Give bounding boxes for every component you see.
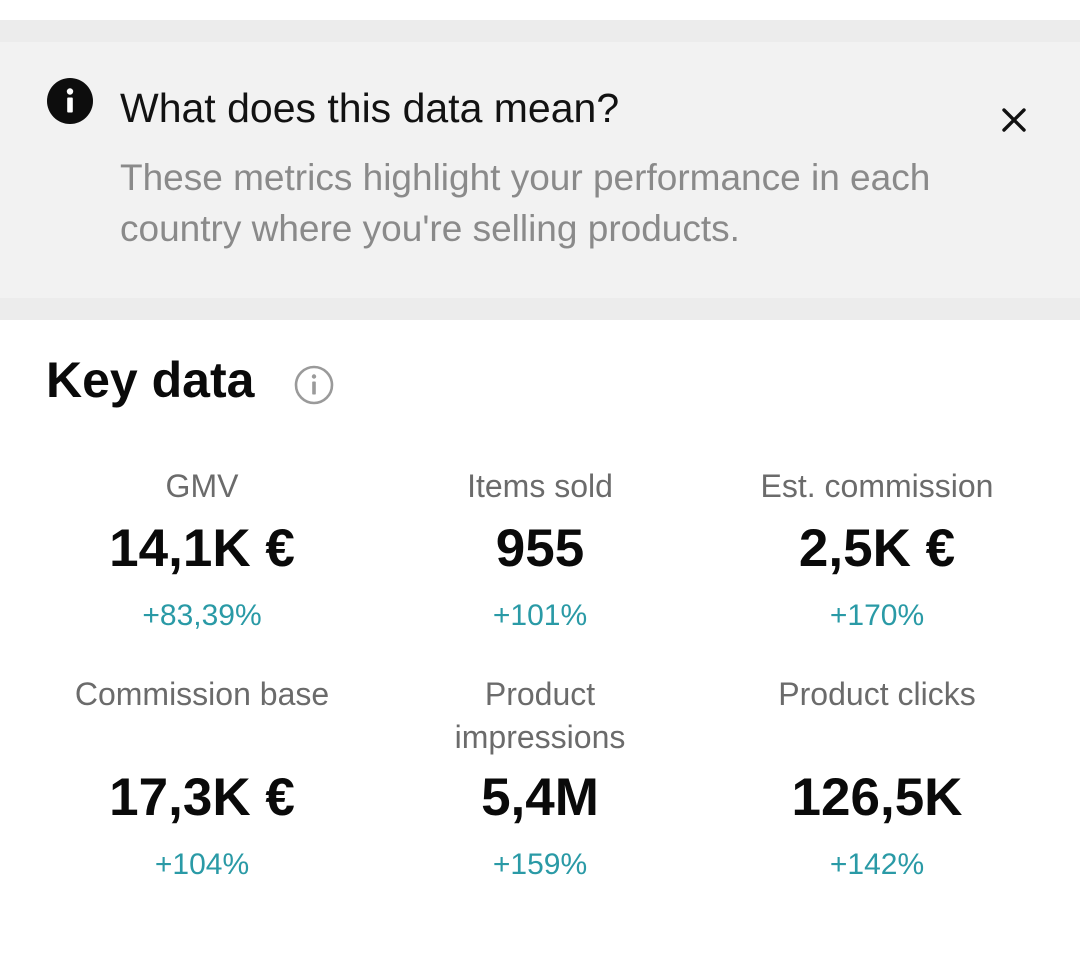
metric-label: Commission base [74,676,330,712]
metric-product-clicks: Product clicks 126,5K +142% [707,673,1047,880]
metric-gmv: GMV 14,1K € +83,39% [32,465,372,631]
banner-top-band [0,20,1080,42]
metric-commission-base: Commission base 17,3K € +104% [32,673,372,880]
metric-value: 126,5K [791,768,963,827]
metric-items-sold: Items sold 955 +101% [370,465,710,631]
metric-label: Product clicks [778,676,976,712]
metric-change: +170% [829,599,925,632]
metric-change: +101% [492,599,588,632]
metric-label: Items sold [467,468,613,504]
metric-change: +104% [154,848,250,881]
metric-change: +142% [829,848,925,881]
banner-description: These metrics highlight your performance… [120,157,931,249]
metric-est-commission: Est. commission 2,5K € +170% [707,465,1047,631]
metric-value: 5,4M [481,768,599,827]
metric-label: Est. commission [760,468,994,504]
info-banner [0,20,1080,320]
section-title: Key data [46,352,255,408]
metric-label: Product impressions [454,676,626,755]
close-icon [1002,108,1026,132]
info-outline-icon[interactable] [293,364,335,406]
metric-value: 17,3K € [109,768,295,827]
info-filled-icon [47,78,93,124]
metric-value: 955 [495,519,585,578]
metric-value: 14,1K € [109,519,295,578]
banner-title: What does this data mean? [120,85,620,131]
metric-product-impressions: Product impressions 5,4M +159% [370,673,710,880]
metric-change: +159% [492,848,588,881]
metric-change: +83,39% [142,599,262,632]
close-button[interactable] [990,96,1038,144]
metric-value: 2,5K € [798,519,956,578]
top-strip [0,0,1080,20]
banner-bottom-band [0,298,1080,320]
metric-label: GMV [165,468,239,504]
